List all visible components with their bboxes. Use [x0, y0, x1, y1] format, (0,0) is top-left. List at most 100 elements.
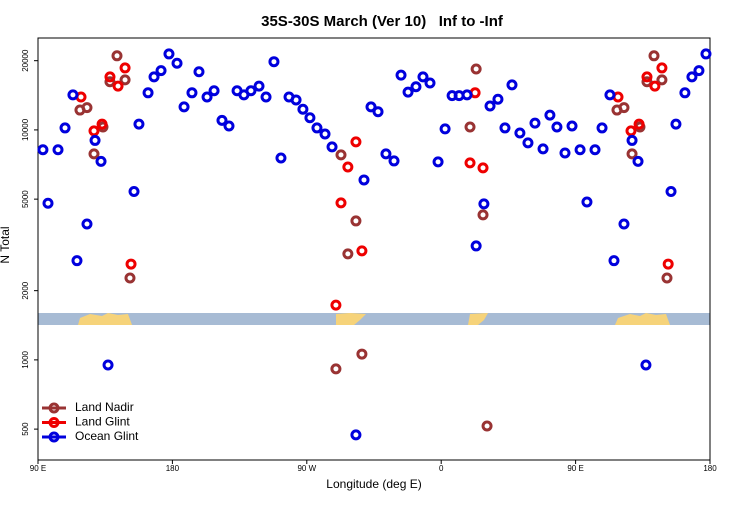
point — [186, 87, 198, 99]
point — [96, 118, 108, 130]
point — [481, 420, 493, 432]
point — [417, 71, 429, 83]
point — [356, 348, 368, 360]
point — [155, 65, 167, 77]
point — [648, 50, 660, 62]
point — [478, 198, 490, 210]
x-tick-label: 90 E — [567, 464, 583, 473]
point — [662, 258, 674, 270]
point — [59, 122, 71, 134]
y-tick-label: 500 — [21, 422, 30, 436]
point — [402, 86, 414, 98]
point — [649, 80, 661, 92]
point — [464, 157, 476, 169]
point — [506, 79, 518, 91]
point — [163, 48, 175, 60]
point — [128, 185, 140, 197]
point — [88, 125, 100, 137]
point — [81, 218, 93, 230]
point — [551, 121, 563, 133]
map-strip — [38, 313, 710, 325]
point — [464, 121, 476, 133]
point — [88, 148, 100, 160]
point — [350, 429, 362, 441]
point — [104, 76, 116, 88]
y-tick-label: 20000 — [21, 49, 30, 72]
point — [656, 74, 668, 86]
point — [111, 50, 123, 62]
land-shape — [78, 313, 132, 325]
legend-marker — [48, 431, 60, 443]
point — [133, 118, 145, 130]
land-shape — [615, 313, 670, 325]
point — [641, 76, 653, 88]
point — [142, 87, 154, 99]
point — [178, 101, 190, 113]
point — [245, 85, 257, 97]
point — [461, 89, 473, 101]
point — [201, 91, 213, 103]
point — [522, 137, 534, 149]
point — [499, 122, 511, 134]
point — [656, 62, 668, 74]
point — [223, 120, 235, 132]
point — [670, 118, 682, 130]
point — [119, 62, 131, 74]
y-tick-label: 2000 — [21, 281, 30, 299]
point — [253, 80, 265, 92]
y-tick-label: 1000 — [21, 350, 30, 368]
point — [439, 123, 451, 135]
plot-frame — [37, 37, 711, 461]
y-tick-label: 5000 — [21, 190, 30, 208]
point — [372, 106, 384, 118]
point — [574, 144, 586, 156]
point — [358, 174, 370, 186]
point — [477, 162, 489, 174]
chart-title: 35S-30S March (Ver 10) Inf to -Inf — [261, 13, 504, 30]
point — [335, 197, 347, 209]
point — [686, 71, 698, 83]
land-shape — [336, 313, 366, 325]
point — [330, 299, 342, 311]
point — [626, 134, 638, 146]
point — [604, 89, 616, 101]
x-tick-label: 90 W — [297, 464, 316, 473]
point — [388, 155, 400, 167]
point — [477, 209, 489, 221]
point — [581, 196, 593, 208]
legend-marker — [48, 402, 60, 414]
point — [529, 117, 541, 129]
point — [679, 87, 691, 99]
point — [297, 103, 309, 115]
point — [125, 258, 137, 270]
point — [544, 109, 556, 121]
point — [260, 91, 272, 103]
point — [470, 240, 482, 252]
point — [632, 155, 644, 167]
point — [566, 120, 578, 132]
y-tick-label: 10000 — [21, 118, 30, 141]
point — [112, 80, 124, 92]
point — [148, 71, 160, 83]
point — [42, 197, 54, 209]
point — [104, 71, 116, 83]
point — [119, 74, 131, 86]
point — [641, 71, 653, 83]
point — [342, 161, 354, 173]
point — [335, 149, 347, 161]
point — [290, 94, 302, 106]
point — [52, 144, 64, 156]
point — [395, 69, 407, 81]
point — [95, 155, 107, 167]
x-tick-label: 180 — [166, 464, 180, 473]
point — [589, 144, 601, 156]
point — [319, 128, 331, 140]
x-tick-label: 0 — [439, 464, 444, 473]
point — [608, 255, 620, 267]
legend-label: Ocean Glint — [75, 429, 139, 443]
point — [410, 81, 422, 93]
point — [208, 85, 220, 97]
point — [432, 156, 444, 168]
x-tick-label: 90 E — [30, 464, 46, 473]
